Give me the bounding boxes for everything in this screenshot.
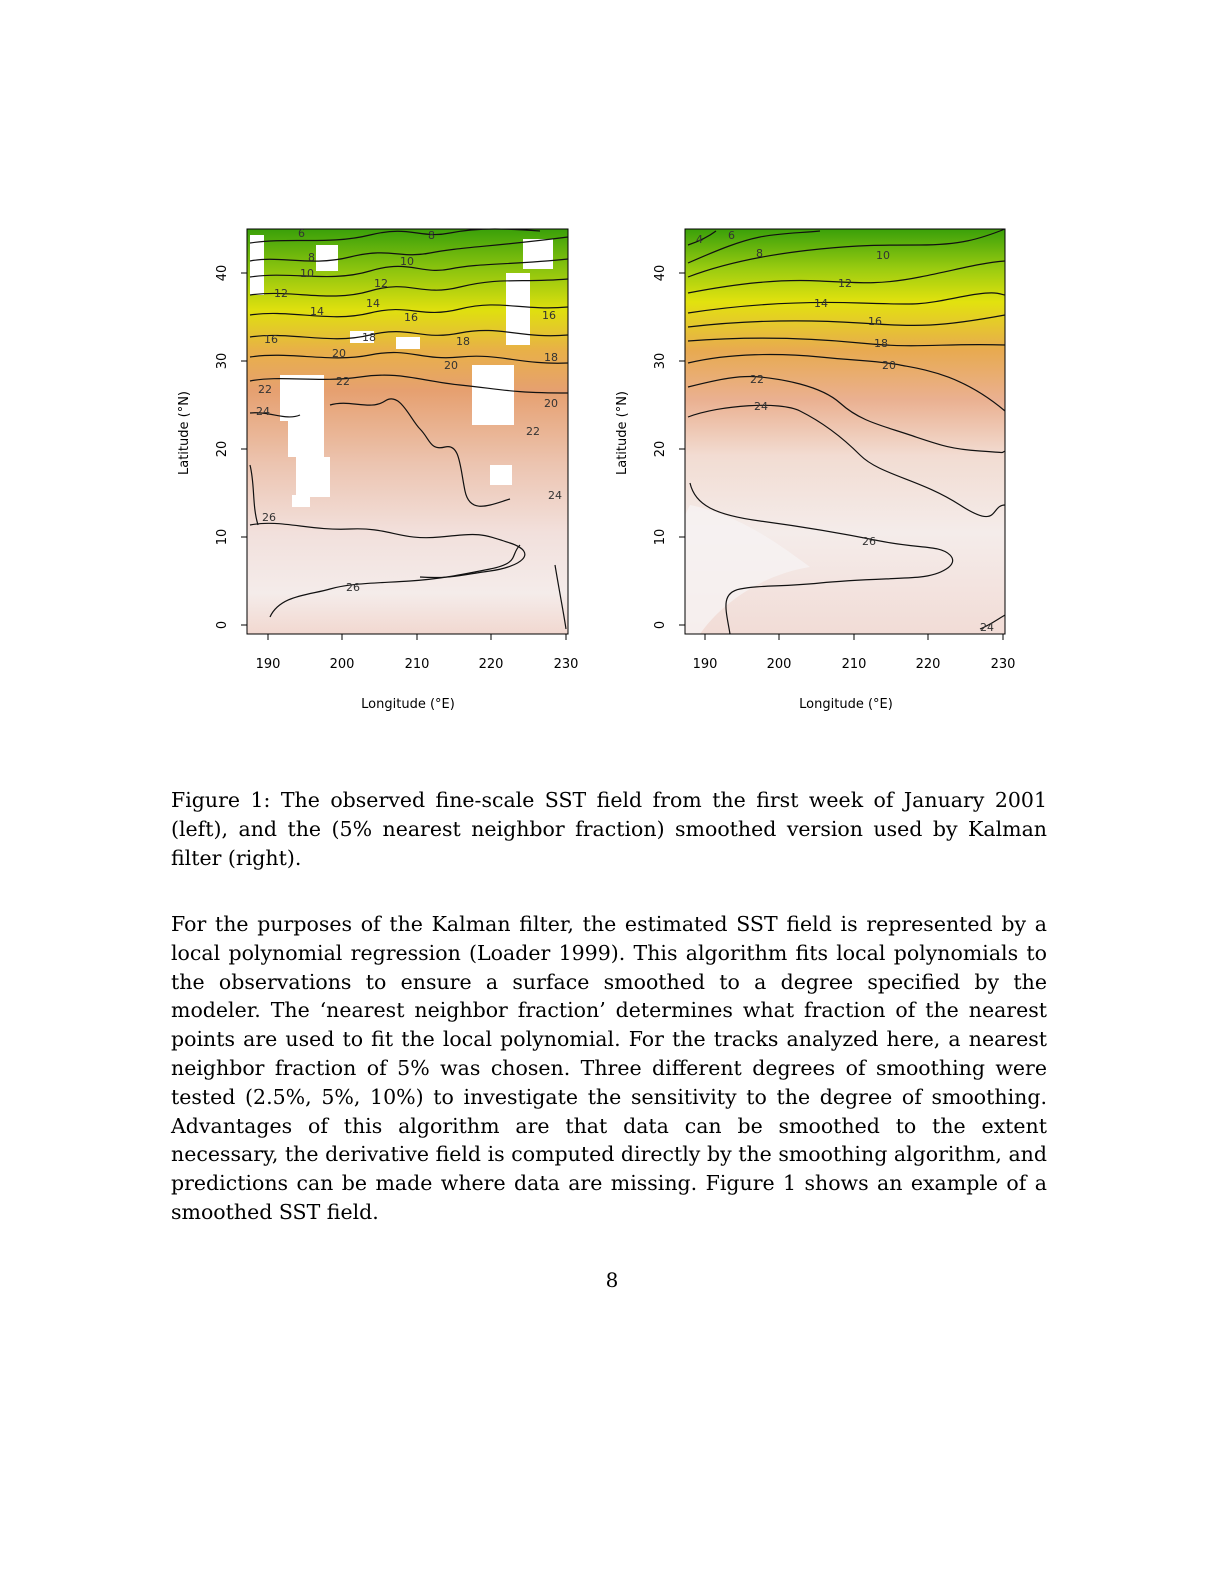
- contour-label: 16: [404, 311, 418, 324]
- contour-lines: [687, 228, 1006, 635]
- contour-label: 26: [262, 511, 276, 524]
- x-tick-labels: 190 200 210 220 230: [256, 657, 579, 672]
- contour-label: 22: [336, 375, 350, 388]
- x-axis: [267, 633, 567, 640]
- contour-label: 14: [310, 305, 324, 318]
- contour-label: 10: [400, 255, 414, 268]
- y-tick-label: 40: [653, 265, 668, 282]
- contour-label: 24: [754, 400, 768, 413]
- contour-label: 22: [526, 425, 540, 438]
- y-tick-label: 40: [215, 265, 230, 282]
- contour-label: 18: [544, 351, 558, 364]
- contour-label: 18: [362, 331, 376, 344]
- contour-label: 18: [456, 335, 470, 348]
- warm-pool-region: [685, 505, 810, 634]
- panel-smoothed: 4 6 8 10 12 14 16 18 20 22 24 26 24: [615, 228, 1016, 712]
- contour-labels: 6 8 8 10 10 12 12 14 14 16 16 16 18 18 1…: [256, 227, 562, 594]
- contour-label: 6: [728, 229, 735, 242]
- contour-label: 26: [346, 581, 360, 594]
- contour-label: 14: [814, 297, 828, 310]
- contour-label: 24: [548, 489, 562, 502]
- contour-label: 8: [756, 247, 763, 260]
- x-tick-labels: 190 200 210 220 230: [693, 657, 1016, 672]
- contour-label: 8: [308, 251, 315, 264]
- x-tick-label: 220: [916, 657, 941, 672]
- contour-label: 20: [332, 347, 346, 360]
- x-axis-label: Longitude (°E): [799, 697, 893, 712]
- page-number: 8: [605, 1268, 619, 1292]
- x-tick-label: 210: [842, 657, 867, 672]
- contour-label: 20: [544, 397, 558, 410]
- contour-label: 22: [750, 373, 764, 386]
- body-paragraph: For the purposes of the Kalman filter, t…: [171, 912, 1047, 1224]
- contour-label: 20: [882, 359, 896, 372]
- contour-label: 14: [366, 297, 380, 310]
- x-tick-label: 190: [256, 657, 281, 672]
- contour-label: 12: [838, 277, 852, 290]
- x-axis-label: Longitude (°E): [361, 697, 455, 712]
- y-tick-label: 30: [653, 353, 668, 370]
- x-tick-label: 200: [330, 657, 355, 672]
- figure-caption: Figure 1: The observed fine-scale SST fi…: [171, 788, 1047, 870]
- figure-1: 6 8 8 10 10 12 12 14 14 16 16 16 18 18 1…: [160, 215, 1060, 725]
- y-tick-label: 10: [215, 529, 230, 546]
- y-tick-labels: 0 10 20 30 40: [653, 265, 668, 629]
- x-tick-label: 210: [405, 657, 430, 672]
- x-tick-label: 230: [991, 657, 1016, 672]
- x-axis: [704, 633, 1004, 640]
- x-tick-label: 220: [479, 657, 504, 672]
- contour-label: 10: [300, 267, 314, 280]
- x-tick-label: 200: [767, 657, 792, 672]
- contour-label: 8: [428, 229, 435, 242]
- contour-lines: [249, 228, 569, 630]
- contour-label: 4: [696, 233, 703, 246]
- y-axis: [241, 272, 248, 626]
- y-tick-label: 0: [653, 621, 668, 629]
- contour-label: 10: [876, 249, 890, 262]
- contour-label: 6: [298, 227, 305, 240]
- panel-observed: 6 8 8 10 10 12 12 14 14 16 16 16 18 18 1…: [177, 227, 578, 712]
- contour-label: 24: [256, 405, 270, 418]
- contour-label: 16: [542, 309, 556, 322]
- x-tick-label: 190: [693, 657, 718, 672]
- contour-label: 16: [868, 315, 882, 328]
- y-axis-label: Latitude (°N): [177, 391, 192, 475]
- contour-label: 16: [264, 333, 278, 346]
- contour-label: 22: [258, 383, 272, 396]
- y-axis: [679, 272, 686, 626]
- contour-labels: 4 6 8 10 12 14 16 18 20 22 24 26 24: [696, 229, 994, 634]
- y-tick-label: 20: [653, 441, 668, 458]
- y-tick-label: 0: [215, 621, 230, 629]
- y-axis-label: Latitude (°N): [615, 391, 630, 475]
- contour-label: 20: [444, 359, 458, 372]
- y-tick-label: 30: [215, 353, 230, 370]
- contour-label: 18: [874, 337, 888, 350]
- figure-svg: 6 8 8 10 10 12 12 14 14 16 16 16 18 18 1…: [177, 227, 1016, 712]
- contour-label: 24: [980, 621, 994, 634]
- x-tick-label: 230: [554, 657, 579, 672]
- contour-label: 26: [862, 535, 876, 548]
- contour-label: 12: [274, 287, 288, 300]
- contour-label: 12: [374, 277, 388, 290]
- y-tick-label: 20: [215, 441, 230, 458]
- y-tick-labels: 0 10 20 30 40: [215, 265, 230, 629]
- y-tick-label: 10: [653, 529, 668, 546]
